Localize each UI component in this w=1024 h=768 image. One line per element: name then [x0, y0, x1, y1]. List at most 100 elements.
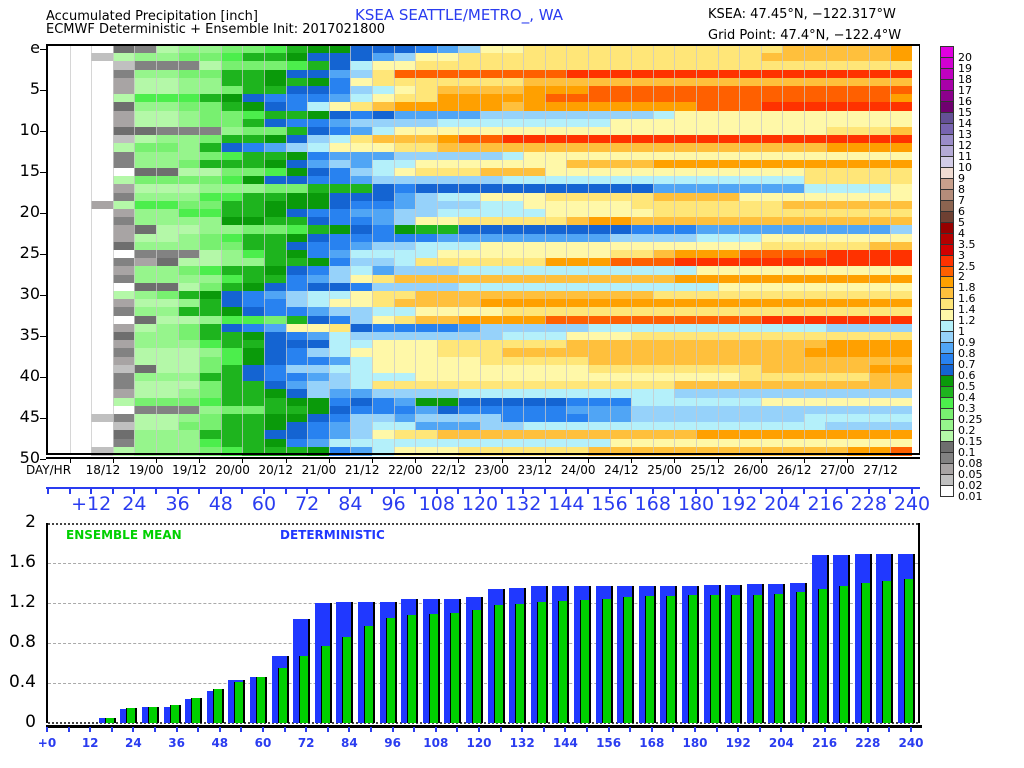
heatmap-cell	[242, 86, 286, 95]
heatmap-cell	[220, 209, 264, 218]
legend-deterministic: DETERMINISTIC	[280, 528, 385, 542]
forecast-tick	[738, 487, 741, 494]
legend-label: 0.4	[958, 391, 976, 405]
heatmap-row	[48, 373, 912, 382]
bar-ensemble-mean	[493, 605, 505, 723]
forecast-hour-label: +12	[71, 493, 112, 515]
gridline	[804, 46, 805, 455]
bar-x-tick	[110, 727, 113, 732]
heatmap-cell	[48, 61, 113, 71]
legend-label: 3.5	[958, 237, 976, 251]
day-hr-tick	[631, 457, 633, 463]
heatmap-cell	[199, 151, 221, 161]
heatmap-row	[48, 414, 912, 423]
heatmap-cell	[112, 110, 135, 120]
heatmap-cell	[177, 143, 200, 153]
heatmap-cell	[112, 438, 135, 448]
heatmap-cell	[177, 266, 200, 276]
heatmap-cell	[134, 217, 221, 227]
heatmap-cell	[393, 209, 437, 218]
heatmap-cell	[587, 356, 912, 366]
heatmap-cell	[112, 307, 135, 317]
heatmap-cell	[307, 77, 329, 87]
day-hr-tick-label: 19/00	[128, 463, 164, 477]
heatmap-cell	[220, 250, 243, 259]
heatmap-row	[48, 332, 912, 341]
heatmap-cell	[501, 151, 524, 161]
heatmap-cell	[652, 184, 804, 194]
heatmap-cell	[220, 69, 264, 79]
heatmap-cell	[134, 282, 178, 292]
member-tick	[40, 213, 46, 215]
heatmap-cell	[177, 110, 200, 120]
bar-x-tick-label: 96	[384, 736, 401, 750]
heatmap-cell	[436, 250, 610, 259]
gridline	[480, 46, 481, 455]
heatmap-cell	[48, 217, 113, 227]
heatmap-cell	[350, 430, 372, 440]
heatmap-cell	[285, 225, 308, 235]
heatmap-cell	[501, 102, 524, 112]
gridline	[544, 46, 546, 455]
heatmap-cell	[436, 438, 610, 448]
heatmap-cell	[674, 250, 740, 259]
gridline	[328, 46, 330, 455]
heatmap-cell	[199, 414, 221, 423]
forecast-tick	[630, 487, 633, 494]
heatmap-cell	[263, 266, 286, 276]
heatmap-cell	[328, 110, 351, 120]
heatmap-cell	[566, 217, 588, 227]
legend-label: 0.8	[958, 347, 976, 361]
heatmap-cell	[350, 241, 372, 251]
heatmap-cell	[112, 217, 135, 227]
gridline	[220, 46, 222, 455]
heatmap-cell	[48, 102, 113, 112]
heatmap-row	[48, 176, 912, 186]
heatmap-cell	[199, 381, 221, 391]
heatmap-row	[48, 397, 912, 407]
day-hr-label: DAY/HR	[26, 463, 72, 477]
heatmap-cell	[371, 69, 394, 79]
bar-x-tick-label: 156	[596, 736, 622, 750]
heatmap-cell	[631, 266, 696, 276]
forecast-tick	[263, 487, 265, 494]
heatmap-cell	[760, 315, 912, 325]
legend-ensemble-mean: ENSEMBLE MEAN	[66, 528, 182, 542]
heatmap-cell	[48, 168, 113, 177]
heatmap-cell	[350, 414, 394, 423]
bar-ensemble-mean	[450, 613, 462, 723]
heatmap-cell	[112, 184, 135, 194]
heatmap-cell	[220, 176, 243, 186]
bar-ensemble-mean	[126, 708, 138, 723]
heatmap-cell	[199, 241, 243, 251]
legend-label: 1	[958, 325, 965, 339]
heatmap-cell	[631, 397, 675, 407]
heatmap-cell	[393, 86, 416, 95]
day-hr-tick-label: 21/12	[344, 463, 380, 477]
heatmap-cell	[479, 422, 524, 432]
forecast-tick	[457, 487, 460, 494]
heatmap-cell	[479, 45, 524, 54]
heatmap-cell	[371, 127, 394, 136]
heatmap-cell	[242, 299, 286, 309]
heatmap-cell	[263, 282, 286, 292]
heatmap-cell	[220, 282, 243, 292]
heatmap-cell	[263, 258, 308, 268]
gridline	[501, 46, 503, 455]
bar-x-tick-label: 228	[855, 736, 881, 750]
heatmap-cell	[177, 200, 221, 210]
bar-ensemble-mean	[731, 595, 743, 723]
bar-x-tick	[564, 727, 567, 732]
heatmap-cell	[652, 209, 912, 218]
heatmap-cell	[479, 110, 653, 120]
heatmap-cell	[263, 381, 286, 391]
bar-gridline	[48, 683, 918, 684]
heatmap-cell	[307, 184, 372, 194]
bar-x-tick-label: 48	[211, 736, 229, 750]
bar-y-tick-label: 2	[25, 512, 36, 532]
heatmap-row	[48, 225, 912, 235]
legend-label: 18	[958, 72, 972, 86]
heatmap-cell	[674, 381, 891, 391]
bar-y-tick-label: 0	[25, 712, 36, 732]
heatmap-cell	[371, 307, 416, 317]
